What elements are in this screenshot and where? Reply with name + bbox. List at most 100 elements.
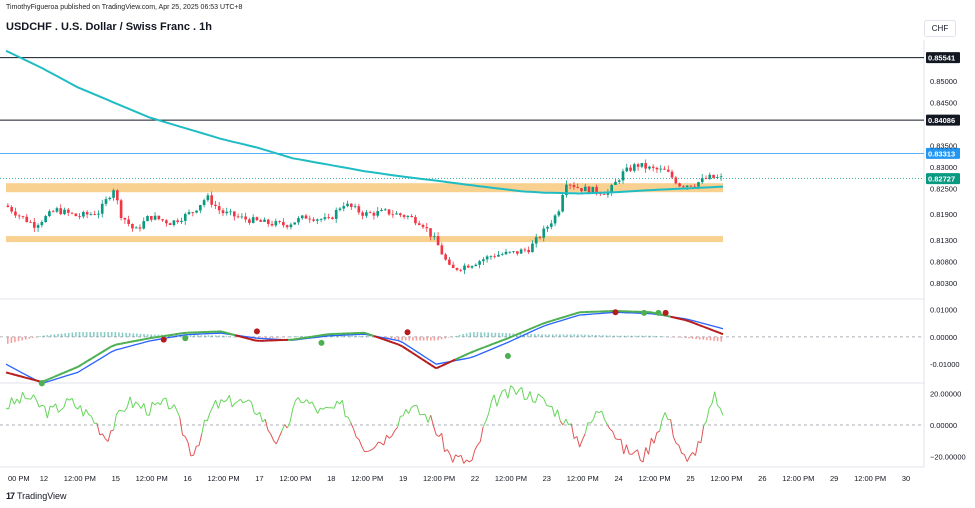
osc-segment: [664, 412, 669, 420]
candle-body: [342, 206, 346, 209]
candle-body: [10, 207, 13, 212]
candle-body: [365, 212, 368, 216]
osc-segment: [606, 424, 611, 430]
macd-fast-segment: [230, 333, 236, 337]
candle-body: [214, 204, 217, 207]
macd-fast-segment: [373, 335, 380, 339]
macd-histogram-bar: [444, 336, 446, 339]
macd-histogram-bar: [580, 334, 583, 337]
candle-body: [85, 212, 89, 215]
osc-segment: [179, 417, 183, 435]
candle-body: [153, 215, 157, 220]
osc-segment: [405, 409, 410, 414]
macd-signal-marker: [404, 329, 411, 336]
macd-fast-segment: [521, 329, 528, 334]
osc-segment: [576, 436, 581, 448]
candle-body: [621, 171, 625, 181]
candle-body: [636, 164, 640, 167]
macd-histogram-bar: [720, 336, 723, 342]
candle-body: [568, 184, 572, 186]
macd-fast-segment: [488, 342, 494, 347]
candle-body: [655, 167, 659, 170]
level-tag: [926, 114, 960, 126]
candle-body: [304, 215, 308, 219]
macd-histogram-bar: [390, 336, 393, 340]
macd-fast-segment: [149, 336, 155, 340]
osc-segment: [672, 436, 677, 444]
osc-segment: [49, 405, 54, 408]
candle-body: [716, 177, 719, 179]
osc-segment: [259, 412, 263, 423]
osc-segment: [262, 418, 266, 423]
macd-histogram-bar: [519, 333, 522, 337]
macd-fast-segment: [450, 358, 456, 363]
osc-segment: [502, 389, 506, 392]
osc-segment: [352, 428, 357, 438]
macd-histogram-bar: [365, 335, 368, 337]
macd-fast-segment: [220, 330, 227, 334]
macd-histogram-bar: [555, 334, 558, 337]
currency-selector[interactable]: CHF: [924, 20, 956, 37]
macd-histogram-bar: [171, 334, 174, 337]
candle-body: [157, 215, 161, 220]
osc-segment: [60, 406, 65, 411]
macd-fast-segment: [397, 343, 404, 348]
macd-histogram-bar: [666, 336, 669, 338]
candle-body: [455, 268, 459, 270]
osc-segment: [322, 406, 327, 410]
candle-body: [712, 174, 715, 179]
macd-fast-segment: [564, 314, 571, 318]
osc-segment: [694, 441, 699, 456]
candle-body: [104, 199, 108, 204]
candle-body: [29, 221, 32, 223]
osc-segment: [341, 400, 346, 417]
osc-tick-label: 20.00000: [930, 389, 961, 398]
candle-body: [497, 254, 500, 257]
candle-body: [240, 216, 244, 218]
macd-histogram-bar: [433, 336, 436, 341]
candle-body: [512, 251, 515, 253]
macd-fast-segment: [311, 335, 317, 338]
osc-segment: [411, 405, 415, 408]
osc-segment: [482, 420, 487, 428]
osc-segment: [309, 401, 313, 405]
candle-body: [376, 211, 380, 216]
macd-histogram-bar: [336, 335, 339, 337]
candle-body: [444, 254, 447, 260]
osc-segment: [689, 452, 694, 457]
candle-body: [708, 174, 712, 179]
macd-fast-segment: [406, 348, 413, 354]
candle-body: [504, 251, 508, 255]
osc-segment: [270, 433, 274, 441]
candle-body: [59, 208, 63, 215]
macd-histogram-bar: [541, 334, 543, 337]
macd-histogram-bar: [204, 335, 206, 337]
candle-body: [644, 163, 647, 169]
macd-signal-marker: [253, 328, 260, 335]
macd-fast-segment: [306, 335, 313, 339]
candle-body: [561, 194, 564, 212]
macd-histogram-bar: [64, 333, 66, 337]
osc-segment: [416, 405, 421, 415]
candle-body: [176, 220, 180, 223]
candle-body: [89, 213, 93, 215]
macd-histogram-bar: [623, 335, 626, 337]
osc-segment: [678, 445, 683, 454]
candle-body: [417, 223, 421, 225]
macd-histogram-bar: [100, 331, 102, 337]
macd-histogram-bar: [67, 332, 70, 337]
osc-segment: [670, 419, 674, 437]
candle-body: [32, 221, 36, 228]
candle-body: [500, 254, 504, 255]
osc-segment: [717, 405, 721, 409]
osc-segment: [220, 399, 225, 403]
osc-segment: [623, 444, 627, 455]
macd-tick-label: 0.00000: [930, 333, 957, 342]
macd-histogram-bar: [139, 333, 142, 337]
candle-body: [229, 211, 232, 213]
candles: [6, 159, 723, 275]
candle-body: [542, 228, 546, 238]
osc-segment: [292, 400, 297, 409]
osc-segment: [637, 449, 641, 461]
macd-histogram-bar: [35, 336, 38, 338]
